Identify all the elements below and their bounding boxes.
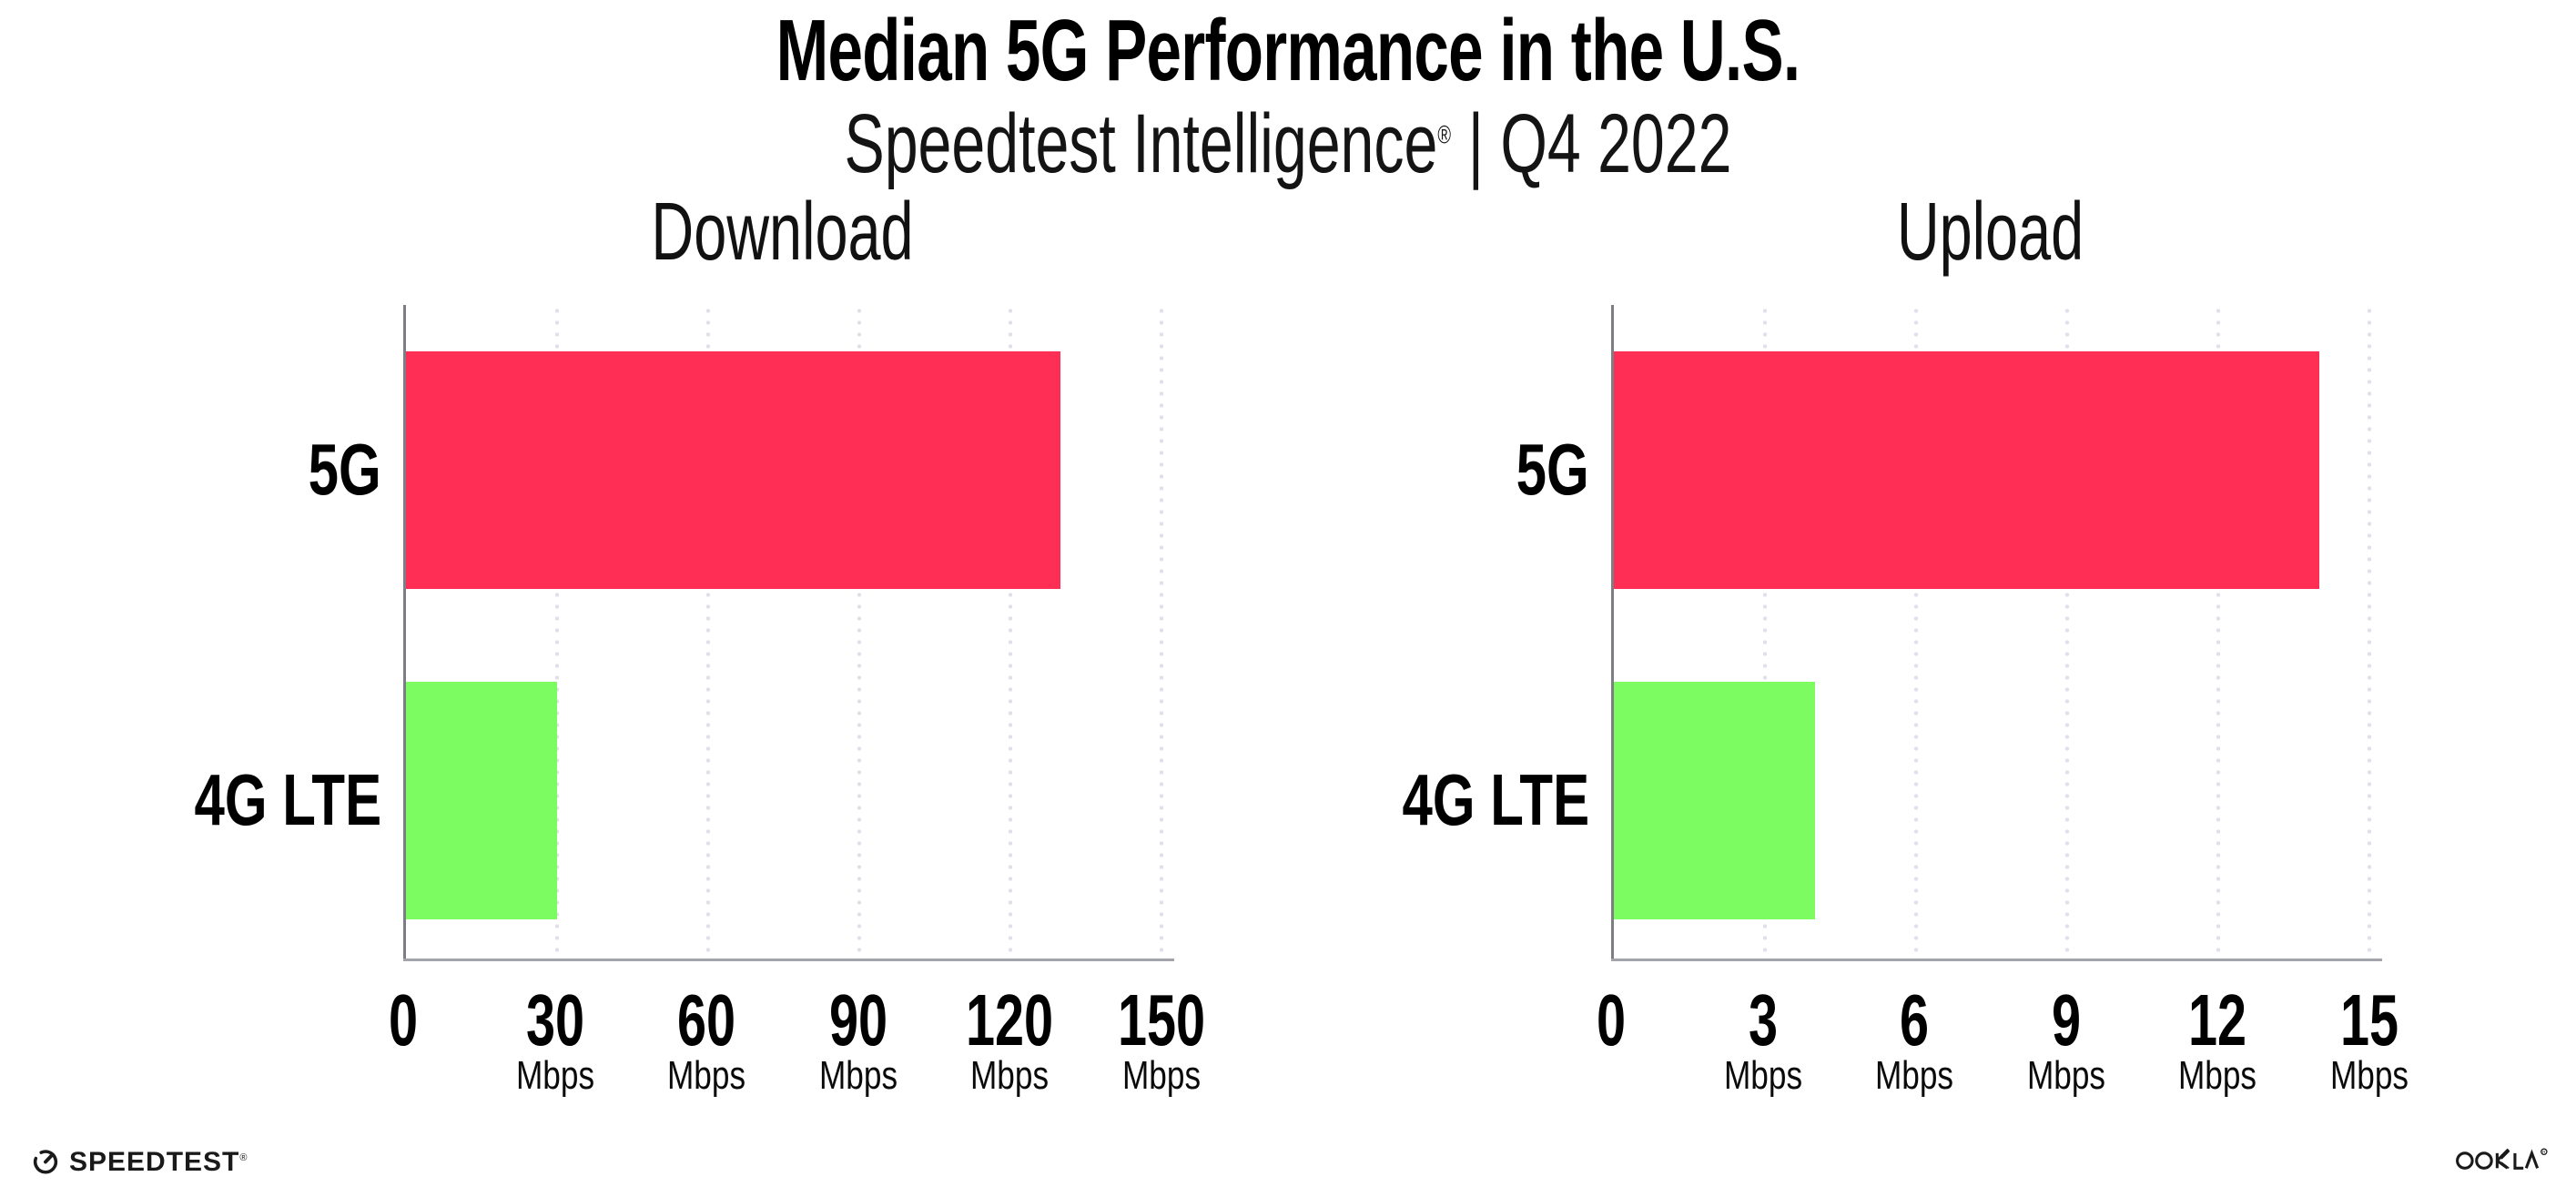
download-chart: Download 5G 4G LTE 0 30 Mbps 60 Mbps 90 Mbps 120… (194, 187, 1205, 1098)
registered-mark: ® (1437, 120, 1451, 149)
y-category-label: 5G (308, 429, 381, 510)
chart-title: Download (651, 187, 914, 278)
registered-mark: ® (239, 1152, 248, 1163)
y-axis-labels: 5G 4G LTE (0, 305, 381, 959)
gridline (2064, 305, 2070, 959)
registered-mark: R (2542, 1150, 2546, 1154)
y-category-label: 4G LTE (194, 759, 381, 840)
gridline (705, 305, 711, 959)
x-tick-label: 120 (966, 979, 1054, 1060)
gridline (2367, 305, 2372, 959)
x-tick-label: 90 (828, 979, 887, 1060)
x-tick-unit: Mbps (2329, 1053, 2409, 1098)
x-tick-unit: Mbps (2178, 1053, 2257, 1098)
x-tick-label: 30 (525, 979, 584, 1060)
x-tick-label: 150 (1117, 979, 1206, 1060)
ookla-logo: R (2454, 1143, 2549, 1178)
chart-title: Upload (1896, 187, 2084, 278)
page-title: Median 5G Performance in the U.S. (776, 2, 1800, 99)
x-tick-label: 60 (677, 979, 736, 1060)
y-category-label: 5G (1516, 429, 1589, 510)
bar-4g-lte (406, 682, 557, 919)
x-tick-label: 12 (2188, 979, 2247, 1060)
x-tick-label: 3 (1748, 979, 1778, 1060)
x-tick-unit: Mbps (970, 1053, 1050, 1098)
bar-5g (1614, 351, 2319, 589)
x-axis: 0 3 Mbps 6 Mbps 9 Mbps 12 Mbps 15 Mbps (1597, 959, 2409, 1197)
gridline (554, 305, 560, 959)
x-tick-label: 0 (1596, 979, 1627, 1060)
gridline (1762, 305, 1768, 959)
subtitle-brand: Speedtest Intelligence (844, 97, 1438, 190)
bar-4g-lte (1614, 682, 1816, 919)
x-tick-unit: Mbps (1121, 1053, 1202, 1098)
x-tick-unit: Mbps (1723, 1053, 1802, 1098)
speedtest-logo: SPEEDTEST® (30, 1144, 248, 1176)
gridline (1008, 305, 1013, 959)
gridline (857, 305, 862, 959)
bar-5g (406, 351, 1061, 589)
x-tick-unit: Mbps (515, 1053, 594, 1098)
y-axis-labels: 5G 4G LTE (1116, 305, 1589, 959)
x-tick-unit: Mbps (818, 1053, 898, 1098)
ookla-letter-o2 (2475, 1151, 2493, 1170)
page-subtitle: Speedtest Intelligence® | Q4 2022 (360, 93, 2216, 195)
x-axis: 0 30 Mbps 60 Mbps 90 Mbps 120 Mbps 150 Mbps (389, 959, 1205, 1197)
subtitle-period: | Q4 2022 (1467, 97, 1732, 190)
y-category-label: 4G LTE (1402, 759, 1589, 840)
upload-chart: Upload 5G 4G LTE 0 3 Mbps 6 Mbps 9 Mbps 12 Mbps 15… (1402, 187, 2409, 1098)
plot-area (1611, 305, 2382, 961)
ookla-wordmark: R (2456, 1148, 2548, 1170)
speedtest-wordmark: SPEEDTEST® (69, 1147, 248, 1177)
gridline (1159, 305, 1164, 959)
gridline (1913, 305, 1919, 959)
x-tick-unit: Mbps (1875, 1053, 1954, 1098)
x-tick-label: 0 (388, 979, 419, 1060)
ookla-letter-o1 (2456, 1151, 2474, 1170)
x-tick-unit: Mbps (2026, 1053, 2105, 1098)
x-tick-label: 15 (2339, 979, 2399, 1060)
x-tick-unit: Mbps (667, 1053, 746, 1098)
x-tick-label: 6 (1900, 979, 1930, 1060)
speedtest-gauge-icon (33, 1149, 58, 1173)
x-tick-label: 9 (2051, 979, 2081, 1060)
gridline (2216, 305, 2221, 959)
plot-area (403, 305, 1174, 961)
